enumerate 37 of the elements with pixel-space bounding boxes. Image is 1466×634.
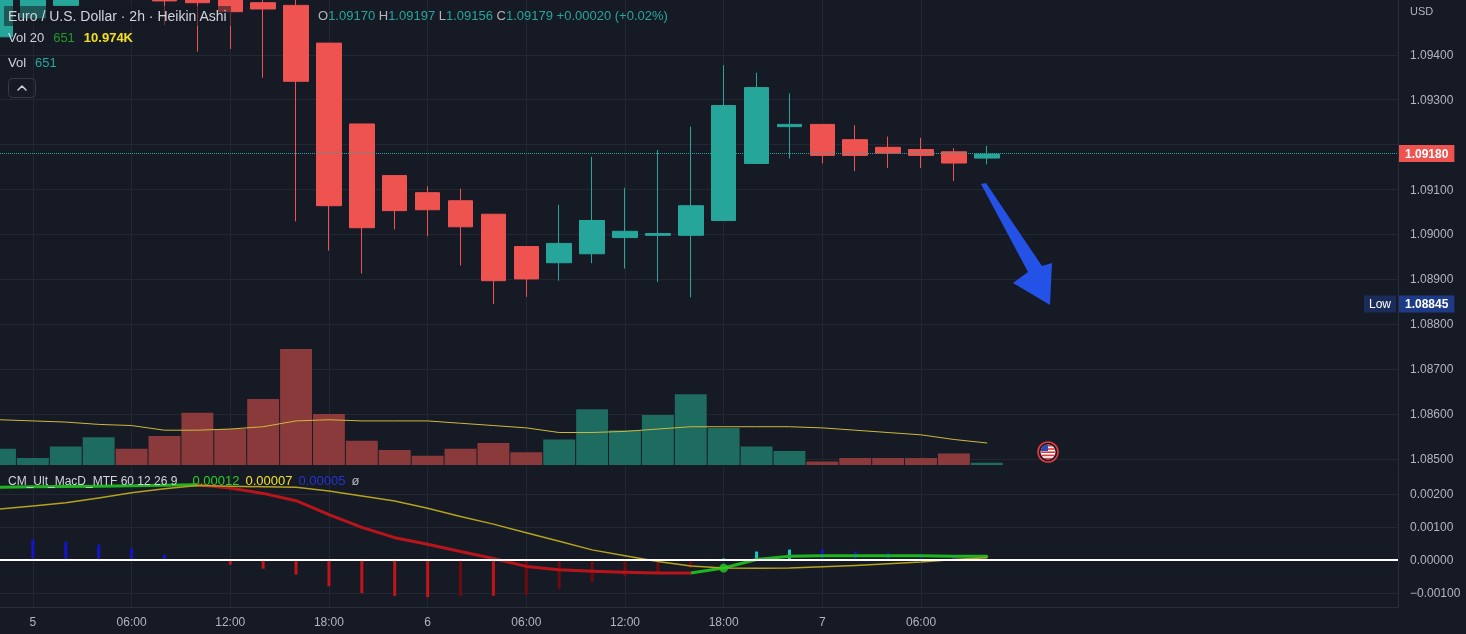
x-tick-label: 18:00 — [313, 615, 345, 629]
annotation: 651 — [53, 29, 75, 47]
y-axis-title: USD — [1410, 4, 1434, 19]
x-tick-label: 5 — [29, 615, 37, 629]
annotation: Vol — [8, 54, 27, 72]
annotation: ø — [351, 472, 360, 490]
annotation: 10.974K — [83, 29, 134, 47]
x-tick-label: 06:00 — [906, 615, 937, 629]
annotation: O1.09170 H1.09197 L1.09156 C1.09179 +0.00020 (+0.02%) — [318, 8, 668, 23]
ref-line-label: 1.09180 — [1405, 146, 1449, 161]
y-tick-label: 0.00000 — [1410, 553, 1454, 568]
y-tick-label: 0.00200 — [1410, 487, 1454, 502]
y-tick-label: 1.08600 — [1410, 407, 1454, 422]
annotation: 0.00005 — [298, 472, 346, 490]
x-tick-label: 12:00 — [609, 615, 641, 629]
y-tick-label: −0.00100 — [1410, 586, 1461, 601]
y-tick-label: 0.00100 — [1410, 520, 1454, 535]
y-tick-label: 1.09000 — [1410, 227, 1454, 242]
annotation: 0.00012 — [192, 472, 240, 490]
x-tick-label: 06:00 — [511, 615, 542, 629]
x-tick-label: 18:00 — [708, 615, 740, 629]
y-tick-label: 1.08800 — [1410, 317, 1454, 332]
x-tick-label: 06:00 — [116, 615, 147, 629]
y-tick-label: 1.09400 — [1410, 47, 1454, 62]
y-tick-label: 1.08700 — [1410, 362, 1454, 377]
x-tick-label: 7 — [819, 615, 827, 629]
y-tick-label: 1.09300 — [1410, 92, 1454, 107]
annotation: Vol 20 — [8, 29, 45, 47]
y-tick-label: 1.09100 — [1410, 182, 1454, 197]
y-tick-label: 1.08900 — [1410, 272, 1454, 287]
annotation: 651 — [35, 54, 57, 72]
x-tick-label: 6 — [424, 615, 432, 629]
text: Euro / U.S. Dollar · 2h · Heikin Ashi — [4, 6, 231, 26]
annotation: 0.00007 — [245, 472, 293, 490]
y-tick-label: 1.08500 — [1410, 452, 1454, 466]
annotation: Low 1.08845 — [1368, 297, 1449, 312]
x-tick-label: 12:00 — [215, 615, 246, 629]
